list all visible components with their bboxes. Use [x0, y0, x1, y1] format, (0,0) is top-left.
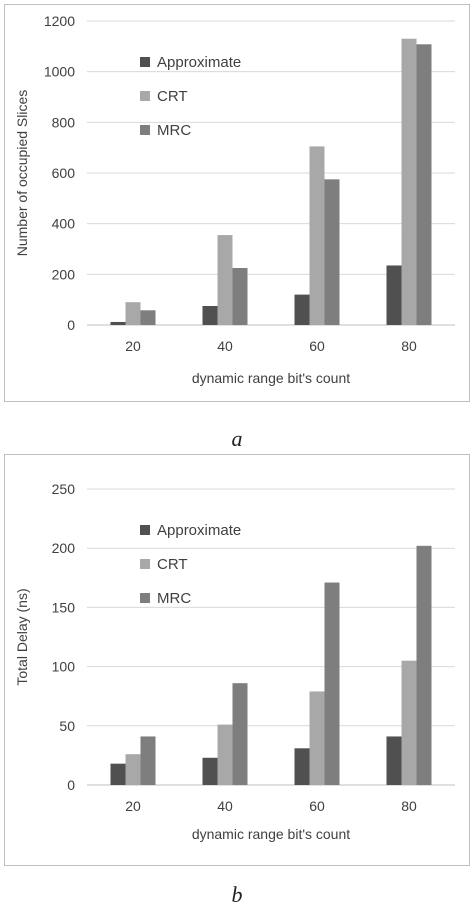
- y-tick-label: 200: [52, 540, 76, 556]
- y-tick-label: 1200: [44, 13, 75, 29]
- x-tick-label: 20: [125, 338, 141, 354]
- y-axis-label: Number of occupied Slices: [14, 90, 30, 257]
- y-tick-label: 50: [59, 718, 75, 734]
- y-tick-label: 400: [52, 216, 76, 232]
- y-tick-label: 200: [52, 266, 76, 282]
- legend-label-mrc: MRC: [157, 590, 191, 607]
- caption-b: b: [231, 882, 243, 907]
- bar-mrc-80: [416, 545, 432, 785]
- bar-crt-20: [125, 302, 141, 325]
- legend-swatch-crt: [140, 91, 150, 101]
- x-tick-label: 40: [217, 798, 233, 814]
- y-tick-label: 150: [52, 599, 76, 615]
- x-tick-label: 60: [309, 338, 325, 354]
- legend-label-mrc: MRC: [157, 122, 191, 139]
- bar-approximate-60: [294, 294, 310, 325]
- y-tick-label: 100: [52, 659, 76, 675]
- legend-label-approximate: Approximate: [157, 522, 241, 539]
- x-tick-label: 20: [125, 798, 141, 814]
- legend-swatch-crt: [140, 559, 150, 569]
- caption-a: a: [231, 426, 243, 451]
- bar-crt-60: [309, 691, 325, 785]
- bar-approximate-80: [386, 736, 402, 785]
- bar-crt-80: [401, 660, 417, 785]
- bar-mrc-40: [232, 268, 248, 325]
- y-axis-label: Total Delay (ns): [14, 588, 30, 685]
- x-tick-label: 60: [309, 798, 325, 814]
- legend-label-crt: CRT: [157, 88, 188, 105]
- bar-mrc-20: [140, 310, 156, 325]
- bar-crt-20: [125, 754, 141, 785]
- bar-approximate-40: [202, 306, 218, 325]
- bar-approximate-20: [110, 321, 126, 325]
- bar-approximate-60: [294, 748, 310, 785]
- bar-crt-40: [217, 235, 233, 325]
- bar-approximate-80: [386, 265, 402, 325]
- x-tick-label: 80: [401, 798, 417, 814]
- y-tick-label: 1000: [44, 64, 75, 80]
- y-tick-label: 0: [67, 777, 75, 793]
- bar-mrc-40: [232, 683, 248, 785]
- chart-panel-b: 0 50 100 150 200 250 20 40 60 80 dynamic range bit…: [4, 454, 470, 866]
- bar-crt-40: [217, 724, 233, 785]
- legend-label-crt: CRT: [157, 556, 188, 573]
- bar-mrc-20: [140, 736, 156, 785]
- bar-approximate-20: [110, 763, 126, 785]
- legend-swatch-mrc: [140, 125, 150, 135]
- x-axis-label: dynamic range bit's count: [192, 370, 350, 386]
- x-tick-label: 80: [401, 338, 417, 354]
- chart-b-svg: 0 50 100 150 200 250 20 40 60 80 dynamic range bit…: [14, 481, 455, 842]
- bar-crt-60: [309, 146, 325, 325]
- x-tick-label: 40: [217, 338, 233, 354]
- legend-label-approximate: Approximate: [157, 54, 241, 71]
- chart-a-svg: 0 200 400 600 800 1000 1200 20 40 60 80 dynamic ran…: [14, 13, 455, 386]
- y-tick-label: 250: [52, 481, 76, 497]
- y-tick-label: 0: [67, 317, 75, 333]
- chart-panel-a: 0 200 400 600 800 1000 1200 20 40 60 80 dynamic ran…: [4, 4, 470, 402]
- bar-mrc-60: [324, 582, 340, 785]
- x-axis-label: dynamic range bit's count: [192, 826, 350, 842]
- bar-mrc-60: [324, 179, 340, 325]
- y-tick-label: 800: [52, 114, 76, 130]
- legend-swatch-approximate: [140, 57, 150, 67]
- bar-approximate-40: [202, 757, 218, 785]
- y-tick-label: 600: [52, 165, 76, 181]
- bar-mrc-80: [416, 44, 432, 325]
- bar-crt-80: [401, 38, 417, 325]
- legend-swatch-approximate: [140, 525, 150, 535]
- legend-swatch-mrc: [140, 593, 150, 603]
